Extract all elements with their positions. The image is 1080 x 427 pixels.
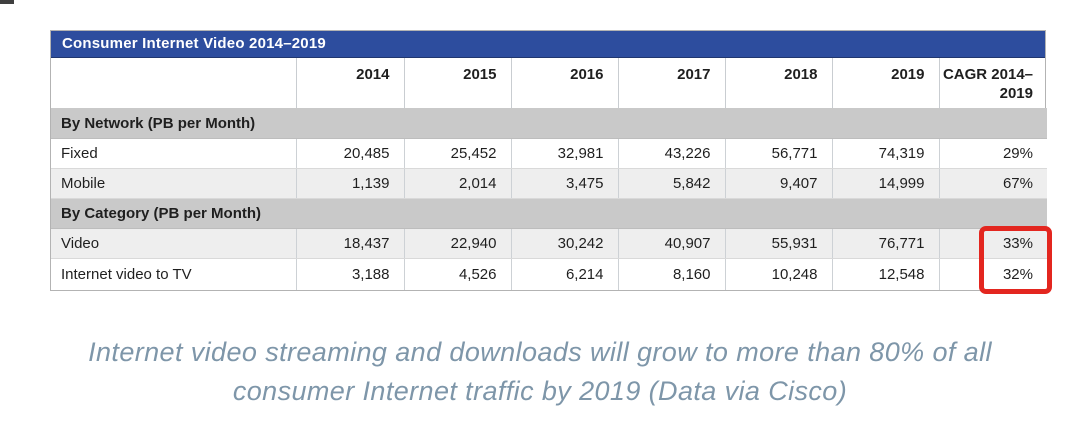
cell-value: 29% — [938, 138, 1047, 169]
cell-value: 3,475 — [510, 168, 618, 199]
column-header-cagr: CAGR 2014–2019 — [938, 58, 1047, 109]
cell-value: 20,485 — [295, 138, 404, 169]
row-label: Internet video to TV — [51, 258, 296, 290]
cell-value: 30,242 — [510, 228, 618, 259]
cell-value: 2,014 — [403, 168, 511, 199]
cell-value: 32,981 — [510, 138, 618, 169]
caption-line-2: consumer Internet traffic by 2019 (Data … — [232, 376, 848, 406]
table-row: Fixed 20,485 25,452 32,981 43,226 56,771 74,31… — [51, 138, 1047, 169]
table-body: By Network (PB per Month) Fixed 20,485 25,4… — [51, 108, 1047, 290]
cell-value: 33% — [938, 228, 1047, 259]
cell-value: 18,437 — [295, 228, 404, 259]
row-label: Video — [51, 228, 296, 259]
data-table: 2014 2015 2016 2017 2018 2019 CAGR 2014–… — [51, 58, 1047, 290]
cell-value: 4,526 — [403, 258, 511, 290]
cell-value: 14,999 — [831, 168, 939, 199]
cell-value: 76,771 — [831, 228, 939, 259]
cell-value: 10,248 — [724, 258, 832, 290]
cell-value: 43,226 — [617, 138, 725, 169]
column-header-row: 2014 2015 2016 2017 2018 2019 CAGR 2014–… — [51, 58, 1047, 109]
table-row: Internet video to TV 3,188 4,526 6,214 8,160… — [51, 258, 1047, 290]
cell-value: 1,139 — [295, 168, 404, 199]
cell-value: 8,160 — [617, 258, 725, 290]
cell-value: 40,907 — [617, 228, 725, 259]
column-header-2014: 2014 — [295, 58, 404, 109]
table-title: Consumer Internet Video 2014–2019 — [51, 31, 1045, 58]
cell-value: 56,771 — [724, 138, 832, 169]
column-header-2019: 2019 — [831, 58, 939, 109]
cell-value: 25,452 — [403, 138, 511, 169]
cell-value: 9,407 — [724, 168, 832, 199]
cell-value: 22,940 — [403, 228, 511, 259]
column-header-2017: 2017 — [617, 58, 725, 109]
cell-value: 3,188 — [295, 258, 404, 290]
screen-edge-artifact — [0, 0, 14, 4]
row-label: Mobile — [51, 168, 296, 199]
cell-value: 12,548 — [831, 258, 939, 290]
cell-value: 6,214 — [510, 258, 618, 290]
column-header-2016: 2016 — [510, 58, 618, 109]
cell-value: 74,319 — [831, 138, 939, 169]
section-header-row: By Network (PB per Month) — [51, 108, 1047, 139]
column-header-2018: 2018 — [724, 58, 832, 109]
cell-value: 32% — [938, 258, 1047, 290]
cell-value: 5,842 — [617, 168, 725, 199]
figure-caption: Internet video streaming and downloads w… — [0, 333, 1080, 411]
cell-value: 55,931 — [724, 228, 832, 259]
column-header-2015: 2015 — [403, 58, 511, 109]
caption-line-1: Internet video streaming and downloads w… — [88, 337, 992, 367]
table-row: Mobile 1,139 2,014 3,475 5,842 9,407 14,999 67% — [51, 168, 1047, 199]
section-header-label: By Category (PB per Month) — [51, 198, 1047, 229]
section-header-row: By Category (PB per Month) — [51, 198, 1047, 229]
row-label: Fixed — [51, 138, 296, 169]
column-header-empty — [51, 58, 296, 109]
consumer-internet-video-table: Consumer Internet Video 2014–2019 2014 2… — [50, 30, 1047, 291]
table-row: Video 18,437 22,940 30,242 40,907 55,931 76,77… — [51, 228, 1047, 259]
cell-value: 67% — [938, 168, 1047, 199]
section-header-label: By Network (PB per Month) — [51, 108, 1047, 139]
